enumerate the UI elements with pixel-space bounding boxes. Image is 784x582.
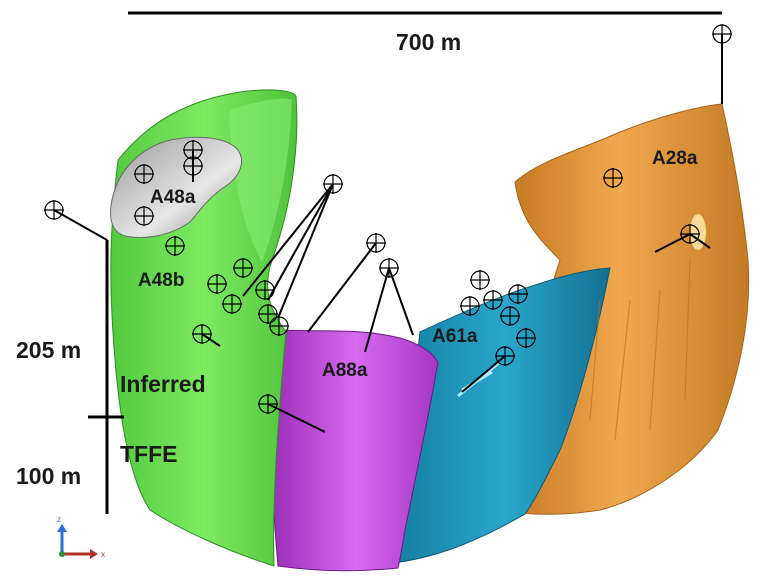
- collar-icon: [207, 274, 227, 294]
- collar-icon: [269, 316, 289, 336]
- collar-icon: [134, 206, 154, 226]
- horizontal-scale-label: 700 m: [396, 29, 461, 55]
- zone-label-a28a: A28a: [652, 148, 698, 169]
- collar-icon: [44, 200, 64, 220]
- collar-icon: [323, 174, 343, 194]
- axis-x-label: x: [101, 550, 105, 559]
- collar-icon: [460, 296, 480, 316]
- zone-label-a61a: A61a: [432, 326, 478, 347]
- drill-collars: [44, 24, 732, 414]
- green-inner-wall: [229, 98, 292, 262]
- vertical-lower-scale-label: 100 m: [16, 463, 81, 489]
- collar-icon: [508, 284, 528, 304]
- collar-icon: [255, 280, 275, 300]
- collar-icon: [258, 394, 278, 414]
- zone-label-a48a: A48a: [150, 187, 196, 208]
- collar-icon: [366, 233, 386, 253]
- orange-highlight: [690, 214, 706, 250]
- axis-z-label: z: [57, 515, 61, 524]
- inferred-label: Inferred: [120, 371, 206, 397]
- zone-label-a88a: A88a: [322, 360, 368, 381]
- collar-icon: [516, 328, 536, 348]
- collar-icon: [379, 258, 399, 278]
- tffe-label: TFFE: [120, 441, 178, 467]
- collar-icon: [500, 306, 520, 326]
- collar-icon: [192, 324, 212, 344]
- collar-icon: [233, 258, 253, 278]
- collar-icon: [483, 290, 503, 310]
- collar-icon: [258, 304, 278, 324]
- purple-orebody-a88a: [272, 329, 439, 572]
- grey-cap-a48a: [110, 136, 242, 238]
- collar-icon: [165, 236, 185, 256]
- collar-icon: [222, 294, 242, 314]
- axis-triad: z x: [57, 515, 105, 559]
- orange-texture: [589, 259, 691, 441]
- zone-label-a48b: A48b: [138, 270, 184, 291]
- collar-icon: [603, 168, 623, 188]
- collar-icon: [680, 224, 700, 244]
- collar-icon: [712, 24, 732, 44]
- collar-icon: [183, 156, 203, 176]
- collar-icon: [470, 270, 490, 290]
- collar-icon: [134, 164, 154, 184]
- collar-icon: [495, 346, 515, 366]
- vertical-upper-scale-label: 205 m: [16, 337, 81, 363]
